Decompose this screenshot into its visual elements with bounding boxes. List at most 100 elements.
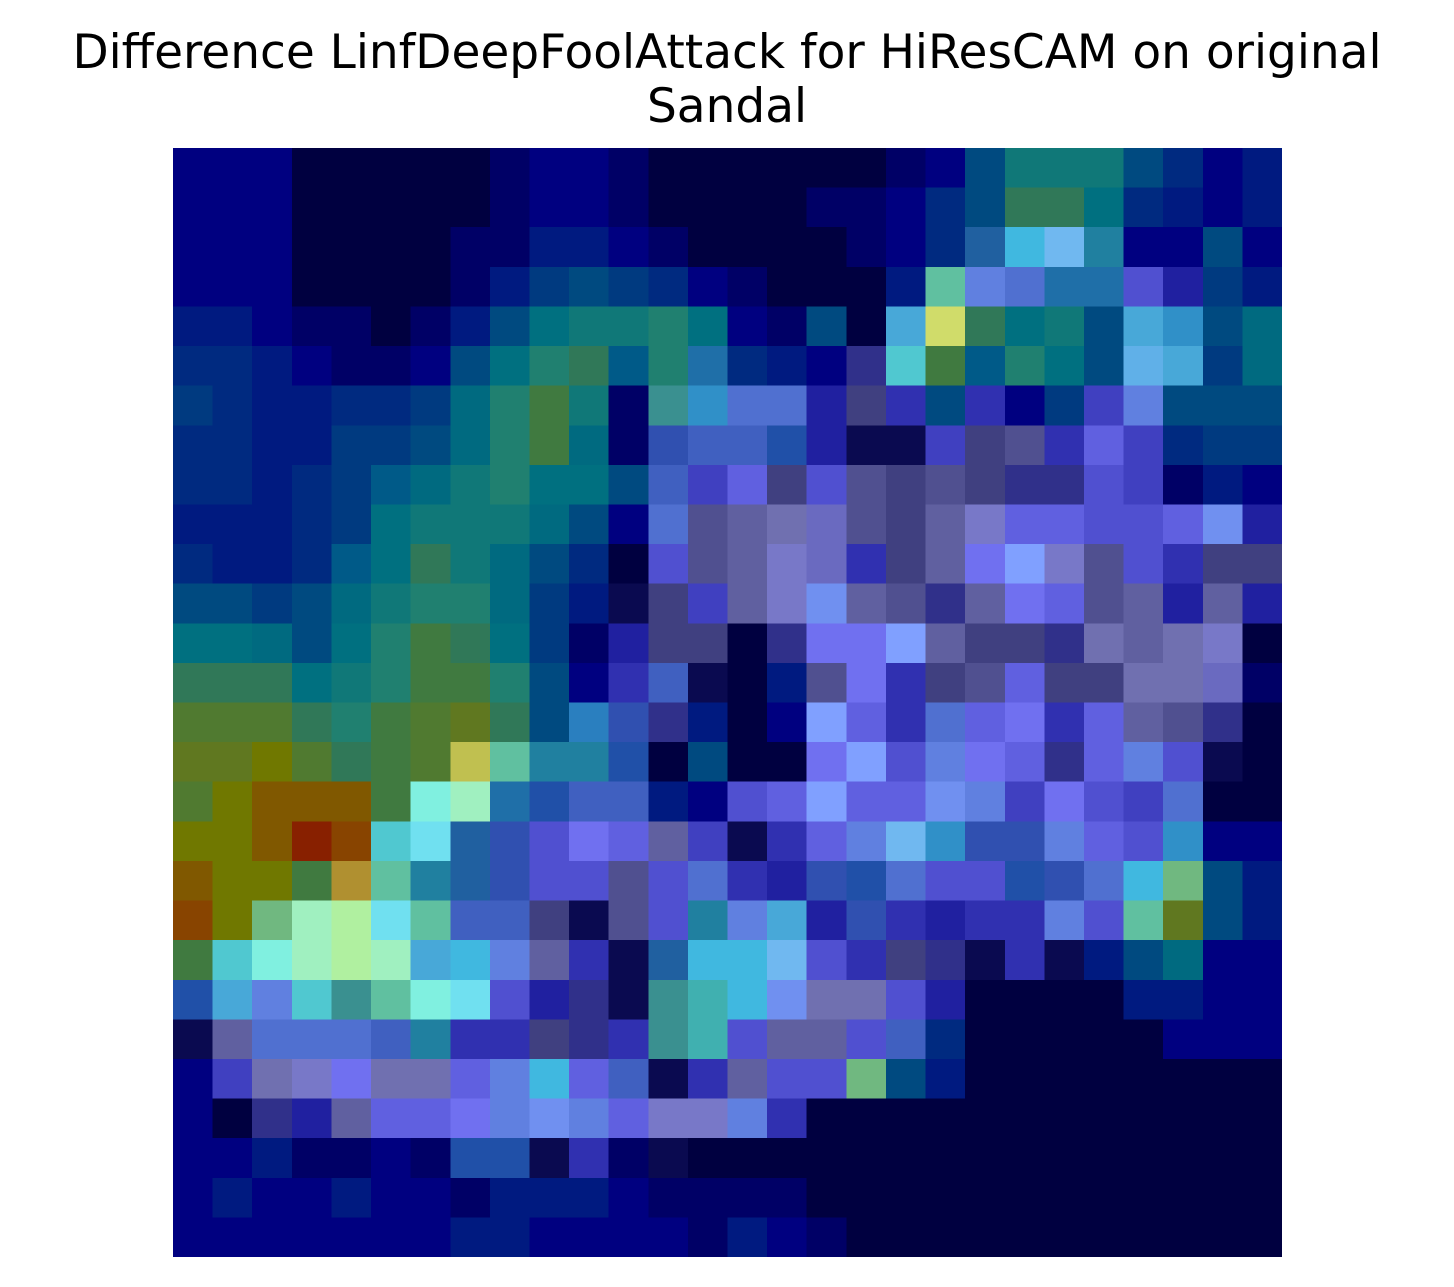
heatmap-cell xyxy=(173,1058,214,1100)
heatmap-cell xyxy=(1202,900,1243,941)
heatmap-cell xyxy=(806,662,847,704)
heatmap-cell xyxy=(1163,900,1204,941)
heatmap-cell xyxy=(331,227,372,268)
heatmap-cell xyxy=(252,702,293,743)
heatmap-cell xyxy=(252,148,293,189)
heatmap-cell xyxy=(648,1217,689,1257)
heatmap-cell xyxy=(489,385,531,426)
heatmap-cell xyxy=(1202,1138,1243,1179)
heatmap-cell xyxy=(687,781,729,822)
heatmap-cell xyxy=(648,860,689,902)
heatmap-cell xyxy=(450,1138,491,1179)
heatmap-cell xyxy=(173,781,214,822)
heatmap-cell xyxy=(806,544,847,585)
heatmap-cell xyxy=(371,821,412,862)
heatmap-cell xyxy=(727,148,768,189)
heatmap-cell xyxy=(1083,1019,1125,1060)
heatmap-cell xyxy=(212,385,253,426)
heatmap-cell xyxy=(608,227,649,268)
heatmap-cell xyxy=(173,860,214,902)
heatmap-cell xyxy=(331,662,372,704)
heatmap-cell xyxy=(608,821,649,862)
heatmap-cell xyxy=(1044,464,1085,506)
heatmap-cell xyxy=(1242,266,1282,308)
heatmap-cell xyxy=(529,1058,570,1100)
heatmap-cell xyxy=(885,266,927,308)
heatmap-cell xyxy=(371,1217,412,1257)
heatmap-cell xyxy=(252,1217,293,1257)
heatmap-cell xyxy=(846,544,887,585)
heatmap-cell xyxy=(965,464,1006,506)
heatmap-cell xyxy=(252,1177,293,1218)
heatmap-cell xyxy=(1044,227,1085,268)
heatmap-cell xyxy=(648,544,689,585)
heatmap-cell xyxy=(1044,385,1085,426)
heatmap-cell xyxy=(291,1019,333,1060)
heatmap-cell xyxy=(1044,821,1085,862)
heatmap-cell xyxy=(846,504,887,545)
heatmap-cell xyxy=(1123,1138,1164,1179)
heatmap-cell xyxy=(1163,742,1204,783)
heatmap-cell xyxy=(1163,781,1204,822)
heatmap-cell xyxy=(687,1177,729,1218)
heatmap-cell xyxy=(489,148,531,189)
heatmap-cell xyxy=(529,940,570,981)
heatmap-cell xyxy=(925,227,966,268)
heatmap-cell xyxy=(252,1098,293,1139)
heatmap-cell xyxy=(291,900,333,941)
heatmap-cell xyxy=(1123,979,1164,1020)
heatmap-cell xyxy=(806,1138,847,1179)
heatmap-cell xyxy=(529,821,570,862)
heatmap-cell xyxy=(489,1098,531,1139)
heatmap-cell xyxy=(1242,464,1282,506)
heatmap-cell xyxy=(450,464,491,506)
heatmap-cell xyxy=(410,544,451,585)
heatmap-cell xyxy=(173,385,214,426)
heatmap-cell xyxy=(569,187,610,228)
heatmap-cell xyxy=(846,1177,887,1218)
heatmap-cell xyxy=(1083,702,1125,743)
heatmap-cell xyxy=(1083,227,1125,268)
heatmap-cell xyxy=(1242,979,1282,1020)
heatmap-cell xyxy=(925,1058,966,1100)
heatmap-cell xyxy=(1123,227,1164,268)
heatmap-cell xyxy=(291,306,333,347)
heatmap-cell xyxy=(252,425,293,466)
heatmap-cell xyxy=(1163,1217,1204,1257)
heatmap-cell xyxy=(806,979,847,1020)
heatmap-cell xyxy=(410,1019,451,1060)
heatmap-cell xyxy=(569,1098,610,1139)
heatmap-cell xyxy=(806,187,847,228)
heatmap-cell xyxy=(806,583,847,624)
heatmap-cell xyxy=(1004,544,1045,585)
heatmap-cell xyxy=(1163,346,1204,387)
heatmap-cell xyxy=(648,940,689,981)
heatmap-cell xyxy=(885,623,927,664)
heatmap-cell xyxy=(252,227,293,268)
heatmap-cell xyxy=(1163,1019,1204,1060)
heatmap-cell xyxy=(173,306,214,347)
heatmap-cell xyxy=(1004,781,1045,822)
heatmap-cell xyxy=(410,702,451,743)
heatmap-cell xyxy=(687,425,729,466)
heatmap-cell xyxy=(1004,623,1045,664)
heatmap-cell xyxy=(331,187,372,228)
heatmap-cell xyxy=(1083,860,1125,902)
heatmap-cell xyxy=(450,702,491,743)
heatmap-cell xyxy=(252,860,293,902)
heatmap-cell xyxy=(1202,425,1243,466)
heatmap-cell xyxy=(331,1058,372,1100)
heatmap-cell xyxy=(846,346,887,387)
heatmap-cell xyxy=(291,742,333,783)
heatmap-cell xyxy=(569,821,610,862)
heatmap-cell xyxy=(1123,1098,1164,1139)
heatmap-cell xyxy=(331,979,372,1020)
heatmap-cell xyxy=(1083,940,1125,981)
heatmap-cell xyxy=(569,1138,610,1179)
heatmap-cell xyxy=(1202,1217,1243,1257)
heatmap-cell xyxy=(648,781,689,822)
heatmap-cell xyxy=(806,425,847,466)
heatmap-cell xyxy=(846,860,887,902)
heatmap-cell xyxy=(173,346,214,387)
heatmap-cell xyxy=(291,1217,333,1257)
